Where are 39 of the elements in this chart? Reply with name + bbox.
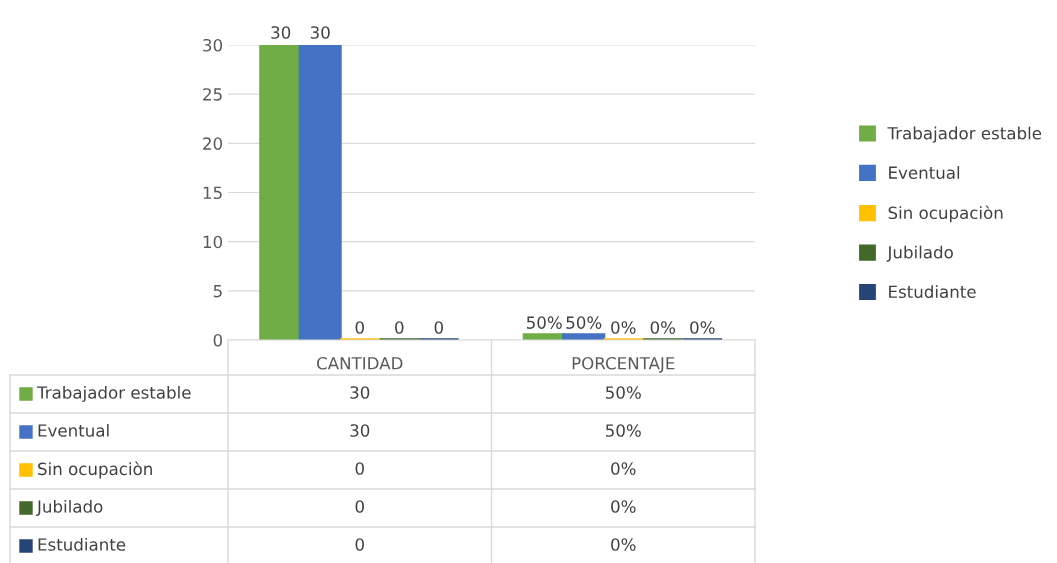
x-tick-label: PORCENTAJE [572, 356, 675, 373]
legend-label: Estudiante [889, 285, 976, 299]
data-label: 0 [355, 462, 364, 475]
text: 50% [526, 316, 562, 329]
text: 0% [611, 321, 636, 334]
legend-label: Eventual [38, 423, 109, 437]
text: Trabajador estable [887, 126, 1042, 143]
y-tick-label: 25 [203, 88, 222, 101]
data-label: 30 [350, 424, 370, 437]
legend-label: Jubilado [886, 245, 953, 262]
y-tick-label: 15 [203, 186, 222, 200]
text: Sin ocupaciòn [888, 205, 1003, 223]
y-tick-label: 30 [203, 38, 223, 52]
y-tick-label: 10 [203, 235, 223, 249]
legend-label: Trabajador estable [36, 385, 191, 403]
text: 0 [434, 321, 443, 334]
data-label: 50% [606, 424, 641, 437]
text: 0 [355, 321, 364, 334]
y-tick-label: 0 [213, 333, 223, 347]
text: 30 [310, 26, 330, 39]
text: 0% [650, 321, 676, 334]
text: Estudiante [38, 537, 126, 551]
text: 30 [271, 26, 291, 39]
data-label: 0% [611, 462, 636, 475]
y-tick-label: 20 [203, 137, 223, 150]
data-label: 0% [611, 538, 636, 551]
text: Jubilado [36, 499, 103, 516]
text: 0 [395, 321, 404, 334]
legend-label: Sin ocupaciòn [38, 461, 152, 479]
data-label: 0% [611, 500, 636, 513]
data-label: 30 [350, 386, 370, 399]
y-tick-label: 5 [213, 285, 222, 298]
text: Eventual [889, 166, 960, 179]
data-label: 0 [355, 538, 364, 551]
data-label: 50% [606, 386, 641, 399]
x-tick-label: CANTIDAD [316, 356, 403, 370]
text: 0% [690, 321, 715, 334]
text: 50% [566, 316, 602, 329]
data-label: 0 [355, 500, 364, 513]
